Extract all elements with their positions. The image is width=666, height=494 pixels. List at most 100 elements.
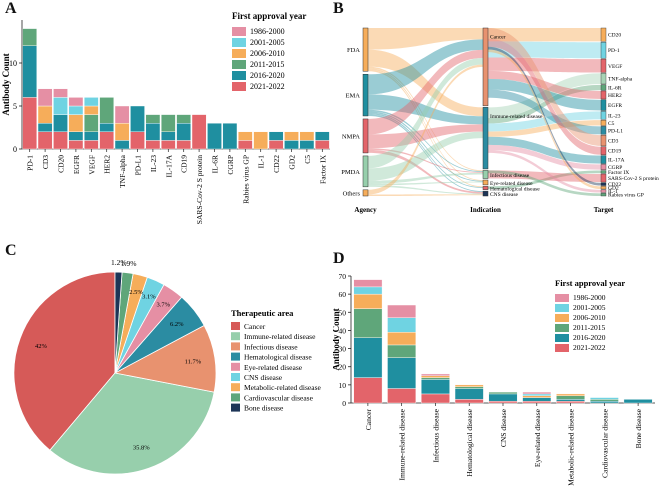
a-legend-label: 2006-2010	[250, 49, 285, 58]
d-legend-swatch	[555, 334, 569, 342]
sankey-flow-agency-indication	[368, 49, 483, 117]
a-xtick-label: C5	[303, 155, 312, 164]
sankey-agency-label: FDA	[347, 47, 360, 54]
d-bar-segment	[353, 308, 383, 338]
sankey-flow-indication-target	[488, 38, 601, 155]
d-legend-label: 2001-2005	[573, 303, 606, 312]
d-legend-label: 2011-2015	[573, 323, 605, 332]
a-bar-segment	[176, 140, 191, 150]
a-bar-segment	[53, 131, 68, 150]
a-xtick-label: VEGF	[87, 155, 96, 175]
a-legend-swatch	[232, 60, 246, 69]
a-bar-segment	[37, 88, 53, 107]
sankey-flow-agency-indication	[368, 148, 483, 173]
a-xtick-label: IL-1	[257, 155, 266, 169]
a-legend-swatch	[232, 82, 246, 91]
sankey-flow-agency-indication	[368, 181, 483, 186]
a-legend-swatch	[232, 38, 246, 47]
d-legend-label: 2021-2022	[573, 343, 606, 352]
sankey-flow-indication-target	[488, 111, 601, 132]
sankey-node-target	[600, 173, 607, 183]
sankey-target-label: IL-6R	[608, 85, 622, 91]
sankey-target-label: CD19	[608, 149, 621, 155]
a-bar-segment	[315, 131, 330, 141]
sankey-node-target	[600, 155, 607, 164]
sankey-flow-agency-indication	[368, 49, 483, 135]
sankey-target-label: Factor IX	[608, 170, 629, 176]
a-xtick-label: CGRP	[226, 155, 235, 175]
sankey-flow-indication-target	[488, 28, 601, 42]
pie-legend-label: Hematological disease	[244, 353, 312, 362]
pie-data-label: 11.7%	[185, 358, 202, 365]
sankey-node-agency	[362, 189, 369, 197]
d-bar-segment	[522, 395, 552, 398]
d-bar-segment	[522, 391, 552, 395]
sankey-target-label: Rabies virus GP	[608, 193, 644, 199]
a-bar-segment	[99, 122, 114, 132]
pie-legend-label: Eye-related disease	[244, 363, 303, 372]
a-xtick-label: PD-1	[26, 155, 35, 171]
d-bar-segment	[421, 393, 450, 404]
sankey-indication-label: CNS disease	[490, 192, 519, 198]
sankey-flow-indication-target	[488, 57, 601, 73]
pie-data-label: 35.8%	[133, 444, 150, 451]
sankey-target-label: IL-1	[608, 189, 618, 195]
a-bar-segment	[68, 140, 84, 150]
pie-legend-swatch	[231, 373, 240, 381]
a-xtick-label: HER2	[103, 155, 112, 174]
sankey-node-indication	[482, 190, 489, 197]
a-bar-segment	[145, 122, 161, 141]
pie-legend-label: Cardiovascular disease	[244, 393, 314, 402]
a-bar-segment	[315, 140, 330, 150]
sankey-flow-indication-target	[488, 41, 601, 59]
chart-d-stacked-bars: 0 10 20 30 40 50 60 70 Antibody Count Cancer Immun…	[333, 272, 655, 486]
d-ytick-label: 70	[339, 272, 347, 281]
sankey-node-agency	[362, 155, 369, 188]
a-bar-segment	[299, 131, 315, 141]
sankey-flow-indication-target	[488, 89, 601, 135]
d-xtick-label: Cancer	[364, 409, 373, 431]
d-ytick-label: 30	[339, 345, 347, 354]
a-bar-segment	[84, 105, 99, 115]
a-legend-swatch	[232, 27, 246, 36]
sankey-node-target	[600, 119, 607, 126]
a-xtick-label: IL-17A	[164, 154, 173, 177]
pie-legend-swatch	[231, 403, 240, 412]
sankey-axis-label: Indication	[470, 206, 501, 214]
sankey-target-label: CGRP	[608, 165, 622, 171]
a-bar-segment	[84, 131, 99, 141]
sankey-node-target	[600, 42, 607, 59]
d-bar-segment	[556, 399, 585, 402]
sankey-axis-label: Agency	[354, 206, 377, 214]
sankey-target-label: EGFR	[608, 103, 622, 109]
a-bar-segment	[114, 122, 130, 141]
a-xtick-label: Rabies virus GP	[241, 155, 250, 204]
sankey-indication-label: Cancer	[490, 35, 506, 41]
d-bar-segment	[522, 400, 552, 404]
sankey-flow-agency-indication	[368, 39, 483, 95]
sankey-flow-agency-indication	[368, 28, 483, 50]
d-bar-segment	[556, 400, 585, 404]
d-legend-swatch	[555, 304, 569, 312]
sankey-indication-label: Immune-related disease	[490, 114, 543, 120]
pie-data-label: 1.2%	[111, 258, 127, 267]
d-bar-segment	[421, 377, 450, 380]
d-xtick-label: Infectious disease	[431, 408, 440, 462]
d-bar-segment	[589, 397, 619, 400]
d-bar-segment	[353, 293, 383, 309]
a-bar-segment	[84, 97, 99, 107]
a-bar-segment	[84, 114, 99, 132]
d-xtick-label: Eye-related disease	[533, 408, 542, 467]
sankey-node-target	[600, 90, 607, 100]
a-xtick-label: CD19	[180, 155, 189, 173]
pie-slice	[113, 324, 217, 393]
pie-legend-label: Infectious disease	[244, 342, 298, 351]
panel-label-d: D	[333, 250, 345, 267]
a-legend-swatch	[232, 71, 246, 80]
sankey-flow-indication-target	[488, 73, 601, 119]
d-bar-segment	[353, 377, 383, 404]
pie-legend-swatch	[231, 383, 240, 392]
a-bar-segment	[222, 122, 238, 150]
a-xtick-label: CD3	[41, 155, 50, 169]
sankey-flow-agency-indication	[368, 57, 483, 169]
